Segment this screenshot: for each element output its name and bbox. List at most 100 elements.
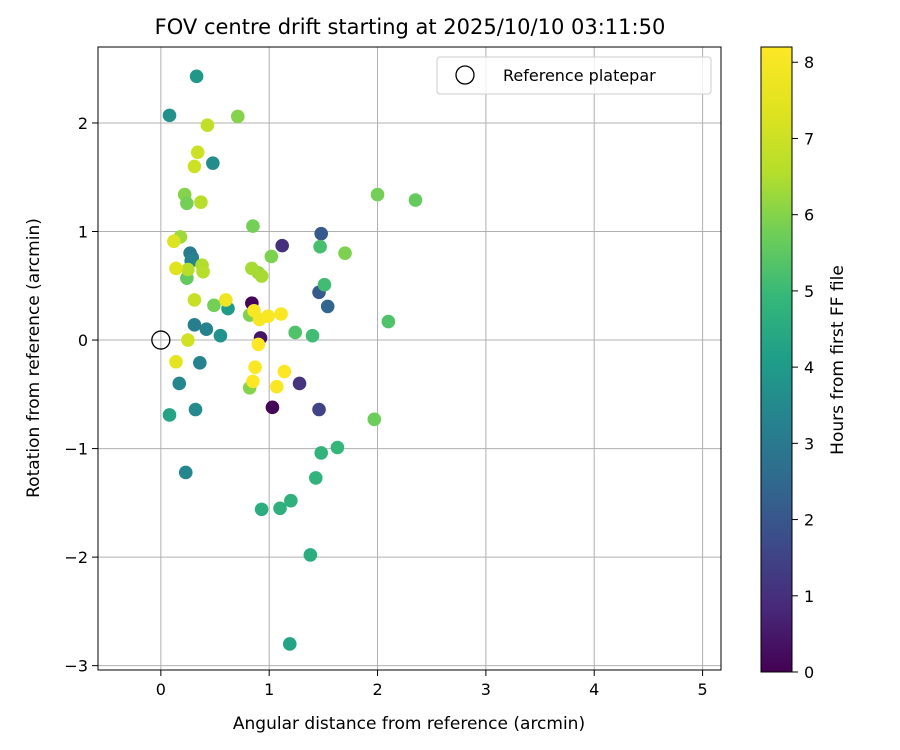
scatter-point xyxy=(314,226,328,241)
scatter-point xyxy=(408,193,423,207)
y-tick-label: 0 xyxy=(78,331,88,350)
scatter-point xyxy=(338,246,352,261)
x-tick-label: 5 xyxy=(697,680,707,699)
scatter-point xyxy=(199,322,214,336)
scatter-point xyxy=(330,440,345,455)
scatter-point xyxy=(313,239,327,254)
scatter-point xyxy=(292,376,307,391)
colorbar-ticks: 0 1 2 3 4 5 6 7 8 xyxy=(792,53,814,682)
scatter-point xyxy=(282,637,297,651)
scatter-point xyxy=(277,364,292,379)
scatter-point xyxy=(187,293,202,307)
scatter-point xyxy=(320,299,335,314)
scatter-point xyxy=(303,548,318,562)
scatter-points xyxy=(162,69,423,651)
reference-platepar-marker xyxy=(151,330,171,350)
legend: Reference platepar xyxy=(436,56,712,95)
scatter-point xyxy=(169,354,183,369)
chart-title: FOV centre drift starting at 2025/10/10 … xyxy=(155,15,666,39)
x-tick-label: 3 xyxy=(481,680,491,699)
scatter-point xyxy=(207,298,221,313)
scatter-point xyxy=(200,118,215,132)
colorbar-tick-label: 7 xyxy=(804,129,814,148)
scatter-point xyxy=(370,187,385,202)
scatter-point xyxy=(288,325,302,340)
colorbar-tick-label: 2 xyxy=(804,511,814,530)
grid xyxy=(98,47,721,670)
scatter-point xyxy=(269,379,284,394)
scatter-point xyxy=(178,465,193,480)
scatter-point xyxy=(246,219,260,233)
colorbar-tick-label: 3 xyxy=(804,434,814,453)
scatter-point xyxy=(187,159,202,174)
scatter-point xyxy=(172,376,187,391)
colorbar-gradient xyxy=(761,47,792,672)
scatter-point xyxy=(274,307,288,321)
scatter-point xyxy=(230,109,245,124)
scatter-point xyxy=(162,408,177,422)
colorbar-tick-label: 5 xyxy=(804,282,814,301)
scatter-point xyxy=(381,314,396,329)
colorbar-tick-label: 8 xyxy=(804,53,814,72)
scatter-point xyxy=(273,501,287,516)
scatter-point xyxy=(169,261,183,276)
y-tick-label: 1 xyxy=(78,223,88,242)
scatter-point xyxy=(190,145,205,160)
scatter-point xyxy=(219,293,233,307)
scatter-point xyxy=(317,277,332,292)
scatter-point xyxy=(246,374,260,389)
scatter-point xyxy=(275,238,289,253)
scatter-point xyxy=(189,69,204,84)
scatter-point xyxy=(254,269,269,283)
scatter-point xyxy=(181,262,195,277)
x-axis-label: Angular distance from reference (arcmin) xyxy=(233,714,585,734)
colorbar-tick-label: 1 xyxy=(804,587,814,606)
scatter-point xyxy=(245,261,259,276)
colorbar-frame xyxy=(760,46,793,673)
x-tick-label: 1 xyxy=(264,680,274,699)
y-tick-label: −3 xyxy=(64,657,88,676)
scatter-point xyxy=(206,156,220,170)
scatter-point xyxy=(187,318,202,332)
scatter-point xyxy=(312,402,326,417)
scatter-point xyxy=(167,234,181,249)
x-tick-label: 0 xyxy=(156,680,166,699)
colorbar-tick-label: 4 xyxy=(804,358,814,377)
y-tick-label: −1 xyxy=(64,440,88,459)
scatter-point xyxy=(265,400,280,415)
colorbar-tick-label: 0 xyxy=(804,663,814,682)
scatter-point xyxy=(305,328,320,343)
scatter-point xyxy=(248,360,262,374)
legend-entry-label: Reference platepar xyxy=(503,66,656,85)
colorbar-label: Hours from first FF file xyxy=(828,265,848,455)
scatter-point xyxy=(194,195,208,210)
x-tick-label: 4 xyxy=(589,680,599,699)
scatter-point xyxy=(284,493,298,508)
scatter-point xyxy=(264,249,279,264)
y-axis-ticks: −3 −2 −1 0 1 2 xyxy=(64,114,98,676)
scatter-point xyxy=(181,333,195,347)
scatter-point xyxy=(308,471,323,485)
scatter-point xyxy=(261,309,275,323)
x-axis-ticks: 0 1 2 3 4 5 xyxy=(156,670,708,699)
scatter-point xyxy=(314,446,328,460)
scatter-point xyxy=(367,412,382,427)
colorbar-tick-label: 6 xyxy=(804,206,814,225)
scatter-point xyxy=(180,196,194,211)
y-tick-label: 2 xyxy=(78,114,88,133)
plot-frame xyxy=(97,46,722,671)
scatter-point xyxy=(193,356,207,370)
legend-open-circle-icon xyxy=(455,65,475,85)
x-tick-label: 2 xyxy=(372,680,382,699)
y-tick-label: −2 xyxy=(64,548,88,567)
scatter-point xyxy=(213,328,228,343)
legend-box xyxy=(436,56,712,95)
scatter-point xyxy=(196,264,210,279)
scatter-point xyxy=(254,502,269,517)
y-axis-label: Rotation from reference (arcmin) xyxy=(24,218,44,498)
scatter-point xyxy=(162,108,177,123)
scatter-point xyxy=(251,337,266,352)
scatter-point xyxy=(188,402,203,417)
